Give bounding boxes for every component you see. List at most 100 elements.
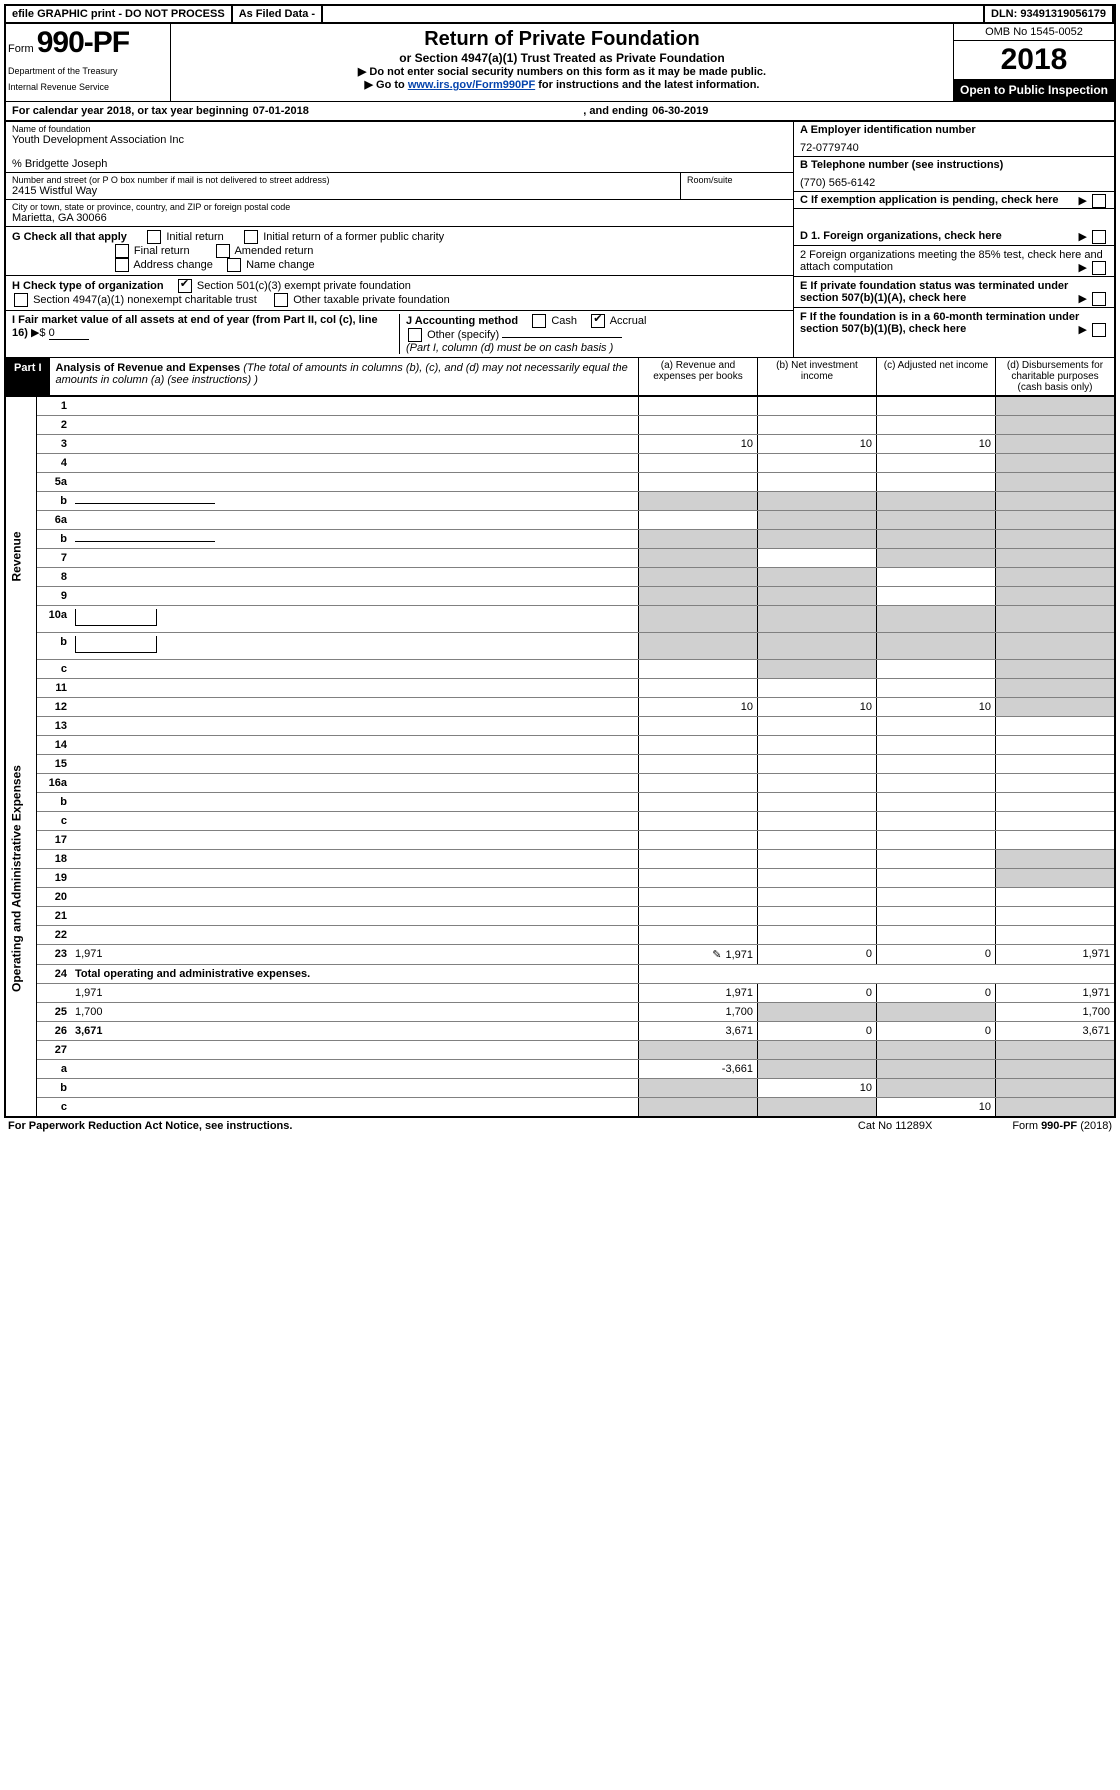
cell-col-b [758,907,877,926]
cell-col-d [996,888,1116,907]
cell-col-d [996,606,1116,633]
cell-col-d [996,435,1116,454]
cell-col-d [996,568,1116,587]
line-number: 4 [37,454,72,473]
line-description [71,435,639,454]
cell-col-c [877,587,996,606]
cell-col-c [877,1060,996,1079]
dln-value: 93491319056179 [1020,8,1106,20]
checkbox-former-charity[interactable] [244,230,258,244]
cell-col-c [877,1079,996,1098]
checkbox-4947a1[interactable] [14,293,28,307]
line-number: 11 [37,679,72,698]
cell-col-c: 10 [877,435,996,454]
line-number: b [37,1079,72,1098]
cell-col-b [758,416,877,435]
checkbox-other-method[interactable] [408,328,422,342]
checkbox-f[interactable] [1092,323,1106,337]
line-number: 17 [37,831,72,850]
line-description [71,1079,639,1098]
line-number: 3 [37,435,72,454]
cell-col-b [758,774,877,793]
cell-col-a [639,888,758,907]
cell-col-d [996,907,1116,926]
cell-col-c: 0 [877,945,996,965]
cell-col-a [639,473,758,492]
checkbox-accrual[interactable] [591,314,605,328]
cell-col-b: 0 [758,945,877,965]
cell-col-d [996,850,1116,869]
checkbox-e[interactable] [1092,292,1106,306]
cell-col-d: 1,700 [996,1003,1116,1022]
irs-link[interactable]: www.irs.gov/Form990PF [408,79,535,91]
line-description [71,530,639,549]
cell-col-c [877,717,996,736]
fmv-value: 0 [49,327,89,340]
care-of: % Bridgette Joseph [12,158,787,170]
cell-col-b [758,530,877,549]
cell-col-c [877,454,996,473]
checkbox-address-change[interactable] [115,258,129,272]
checkbox-initial-return[interactable] [147,230,161,244]
line-number: c [37,812,72,831]
line-description [71,492,639,511]
cell-col-d [996,812,1116,831]
checkbox-d2[interactable] [1092,261,1106,275]
cell-col-a [639,1079,758,1098]
line-number: 20 [37,888,72,907]
line-number: 25 [37,1003,72,1022]
cell-col-c [877,774,996,793]
cell-col-c [877,888,996,907]
cell-col-c [877,473,996,492]
line-description [71,679,639,698]
cell-col-a [639,812,758,831]
line-description [71,698,639,717]
checkbox-other-taxable[interactable] [274,293,288,307]
cell-col-a [639,793,758,812]
cell-col-c [877,850,996,869]
cell-col-c [877,660,996,679]
cell-col-a [639,1041,758,1060]
cell-col-b [758,454,877,473]
line-description [71,1041,639,1060]
line-description [71,454,639,473]
cell-col-a [639,587,758,606]
cell-col-c [877,1041,996,1060]
cell-col-c [877,831,996,850]
cell-col-d [996,530,1116,549]
line-number: 23 [37,945,72,965]
cell-col-c [877,907,996,926]
line-number: 7 [37,549,72,568]
cell-col-a [639,606,758,633]
cell-col-c [877,397,996,416]
line-number: 2 [37,416,72,435]
line-number: 6a [37,511,72,530]
part-i-header: Part I Analysis of Revenue and Expenses … [4,357,1116,397]
line-number: 16a [37,774,72,793]
checkbox-name-change[interactable] [227,258,241,272]
cell-col-a [639,774,758,793]
line-description [71,606,639,633]
cell-col-d [996,869,1116,888]
checkbox-amended[interactable] [216,244,230,258]
cell-col-c [877,812,996,831]
line-number: 22 [37,926,72,945]
checkbox-final-return[interactable] [115,244,129,258]
line-description [71,736,639,755]
form-number: 990-PF [37,26,129,59]
line-number: 19 [37,869,72,888]
cell-col-b [758,755,877,774]
cell-col-c [877,511,996,530]
cell-col-a [639,1098,758,1118]
line-number: 9 [37,587,72,606]
checkbox-501c3[interactable] [178,279,192,293]
line-description [71,831,639,850]
cell-col-d [996,549,1116,568]
checkbox-d1[interactable] [1092,230,1106,244]
cell-col-b: 0 [758,984,877,1003]
checkbox-c[interactable] [1092,194,1106,208]
cell-col-c: 0 [877,984,996,1003]
calendar-year-row: For calendar year 2018, or tax year begi… [4,101,1116,122]
line-number: 13 [37,717,72,736]
checkbox-cash[interactable] [532,314,546,328]
